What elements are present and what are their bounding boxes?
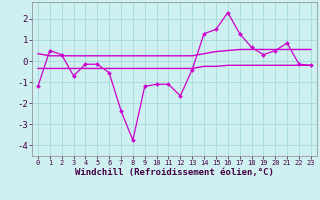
X-axis label: Windchill (Refroidissement éolien,°C): Windchill (Refroidissement éolien,°C) bbox=[75, 168, 274, 177]
